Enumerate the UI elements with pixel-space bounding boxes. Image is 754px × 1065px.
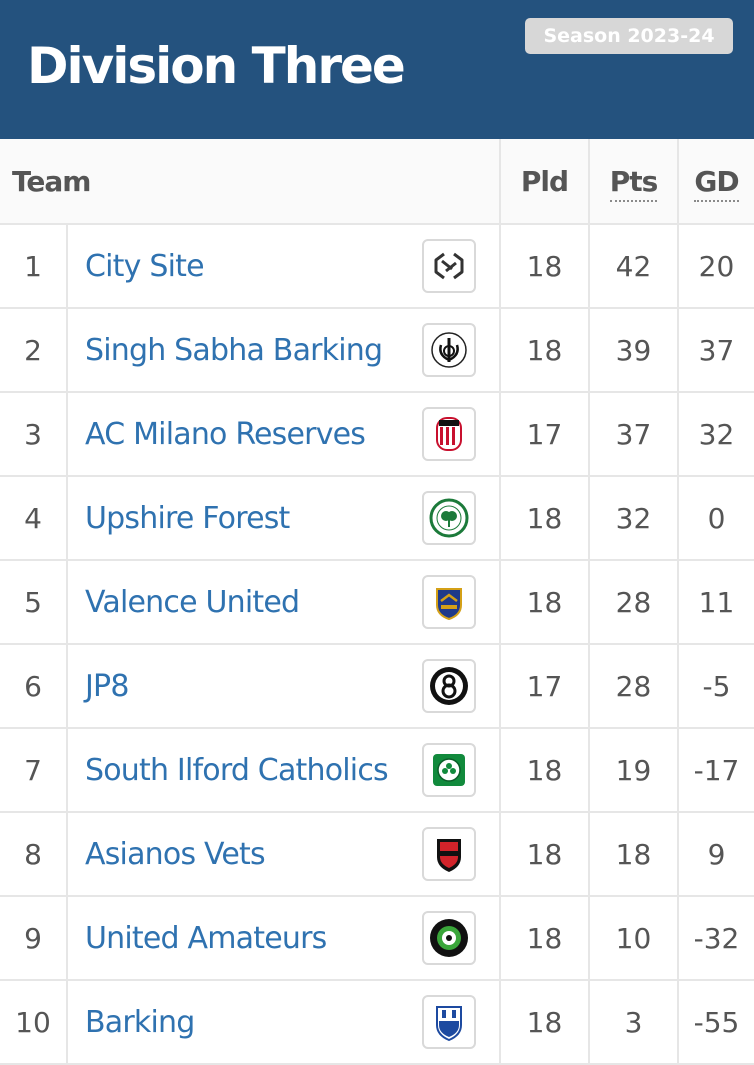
played-cell: 18 xyxy=(499,896,589,981)
played-cell: 18 xyxy=(499,308,589,393)
team-name-link[interactable]: Asianos Vets xyxy=(66,812,405,897)
table-row: 4 Upshire Forest 18 32 0 xyxy=(0,476,754,561)
position-cell: 8 xyxy=(0,812,67,897)
team-name-link[interactable]: United Amateurs xyxy=(66,896,405,981)
column-header-goal-difference[interactable]: GD xyxy=(677,139,754,225)
played-cell: 18 xyxy=(499,812,589,897)
points-cell: 28 xyxy=(588,560,678,645)
table-row: 10 Barking 18 3 -55 xyxy=(0,980,754,1065)
asianos-vets-crest-icon[interactable] xyxy=(422,827,476,881)
table-row: 7 South Ilford Catholics 18 19 -17 xyxy=(0,728,754,813)
team-name-link[interactable]: AC Milano Reserves xyxy=(66,392,405,477)
south-ilford-catholics-crest-icon[interactable] xyxy=(422,743,476,797)
upshire-forest-crest-icon[interactable] xyxy=(422,491,476,545)
table-row: 1 City Site 18 42 20 xyxy=(0,224,754,309)
table-row: 9 United Amateurs 18 10 -32 xyxy=(0,896,754,981)
played-cell: 17 xyxy=(499,644,589,729)
team-name-link[interactable]: Singh Sabha Barking xyxy=(66,308,405,393)
points-cell: 18 xyxy=(588,812,678,897)
column-header-team[interactable]: Team xyxy=(0,139,500,225)
position-cell: 3 xyxy=(0,392,67,477)
position-cell: 1 xyxy=(0,224,67,309)
singh-sabha-barking-crest-icon[interactable] xyxy=(422,323,476,377)
division-header: Division Three Season 2023-24 xyxy=(0,0,754,139)
played-cell: 18 xyxy=(499,224,589,309)
jp8-crest-icon[interactable] xyxy=(422,659,476,713)
team-name-link[interactable]: South Ilford Catholics xyxy=(66,728,405,813)
goal-difference-cell: 20 xyxy=(677,224,754,309)
table-row: 3 AC Milano Reserves 17 37 32 xyxy=(0,392,754,477)
played-cell: 18 xyxy=(499,560,589,645)
team-name-link[interactable]: City Site xyxy=(66,224,405,309)
goal-difference-cell: 0 xyxy=(677,476,754,561)
goal-difference-cell: 11 xyxy=(677,560,754,645)
goal-difference-cell: 32 xyxy=(677,392,754,477)
barking-crest-icon[interactable] xyxy=(422,995,476,1049)
league-table: Team Pld Pts GD 1 City Site xyxy=(0,139,754,1065)
page-title: Division Three xyxy=(27,37,406,95)
points-cell: 42 xyxy=(588,224,678,309)
points-cell: 28 xyxy=(588,644,678,729)
team-name-link[interactable]: Valence United xyxy=(66,560,405,645)
valence-united-crest-icon[interactable] xyxy=(422,575,476,629)
column-header-points[interactable]: Pts xyxy=(588,139,678,225)
points-cell: 19 xyxy=(588,728,678,813)
position-cell: 10 xyxy=(0,980,67,1065)
played-cell: 17 xyxy=(499,392,589,477)
table-row: 2 Singh Sabha Barking 18 39 37 xyxy=(0,308,754,393)
city-site-crest-icon[interactable] xyxy=(422,239,476,293)
team-name-link[interactable]: Barking xyxy=(66,980,405,1065)
goal-difference-cell: 37 xyxy=(677,308,754,393)
table-row: 5 Valence United 18 28 11 xyxy=(0,560,754,645)
played-cell: 18 xyxy=(499,980,589,1065)
goal-difference-cell: 9 xyxy=(677,812,754,897)
team-name-link[interactable]: Upshire Forest xyxy=(66,476,405,561)
points-cell: 39 xyxy=(588,308,678,393)
table-header-row: Team Pld Pts GD xyxy=(0,139,754,225)
goal-difference-cell: -55 xyxy=(677,980,754,1065)
points-cell: 32 xyxy=(588,476,678,561)
column-header-played[interactable]: Pld xyxy=(499,139,589,225)
points-cell: 10 xyxy=(588,896,678,981)
position-cell: 5 xyxy=(0,560,67,645)
points-cell: 3 xyxy=(588,980,678,1065)
position-cell: 6 xyxy=(0,644,67,729)
united-amateurs-crest-icon[interactable] xyxy=(422,911,476,965)
position-cell: 9 xyxy=(0,896,67,981)
table-row: 8 Asianos Vets 18 18 9 xyxy=(0,812,754,897)
goal-difference-cell: -32 xyxy=(677,896,754,981)
goal-difference-cell: -5 xyxy=(677,644,754,729)
season-badge: Season 2023-24 xyxy=(525,18,733,54)
played-cell: 18 xyxy=(499,476,589,561)
played-cell: 18 xyxy=(499,728,589,813)
ac-milano-crest-icon[interactable] xyxy=(422,407,476,461)
team-name-link[interactable]: JP8 xyxy=(66,644,405,729)
goal-difference-cell: -17 xyxy=(677,728,754,813)
position-cell: 2 xyxy=(0,308,67,393)
position-cell: 4 xyxy=(0,476,67,561)
position-cell: 7 xyxy=(0,728,67,813)
points-cell: 37 xyxy=(588,392,678,477)
table-row: 6 JP8 17 28 -5 xyxy=(0,644,754,729)
